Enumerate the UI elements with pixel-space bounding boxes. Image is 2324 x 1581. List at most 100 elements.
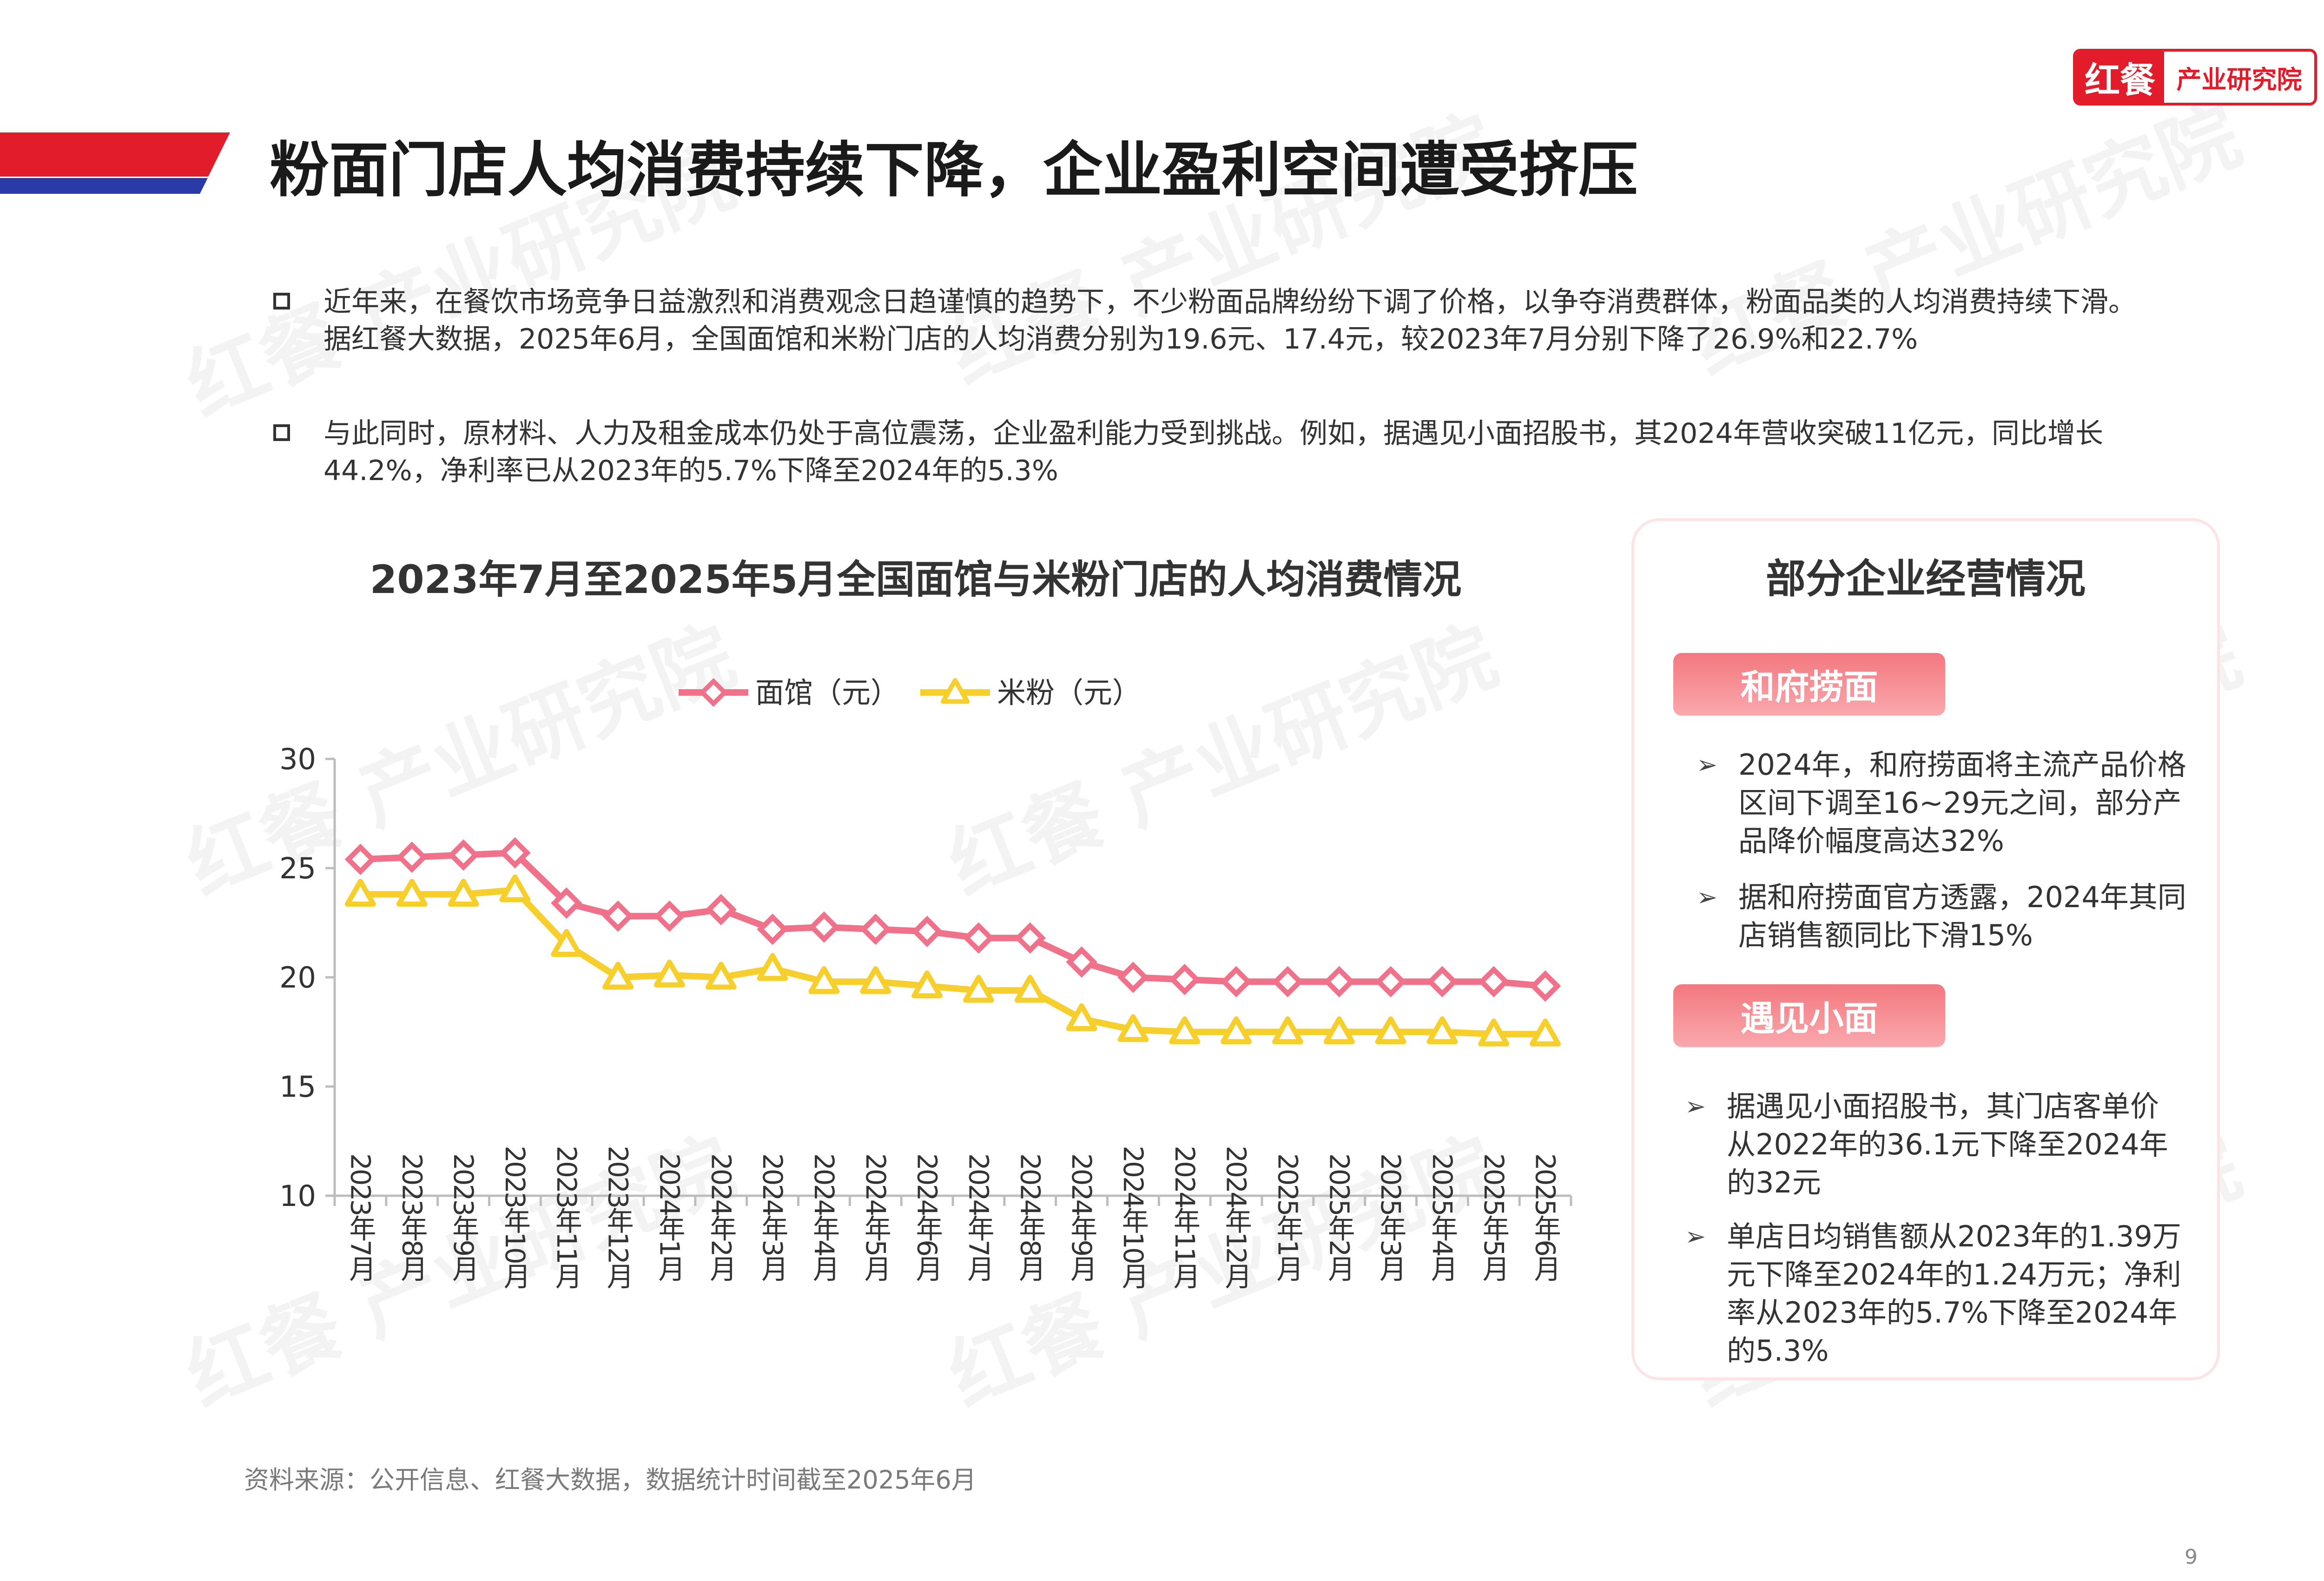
data-point-rice-noodle (654, 959, 685, 988)
data-point-rice-noodle (499, 874, 531, 902)
y-tick-label: 20 (279, 961, 316, 995)
data-point-noodle (654, 900, 686, 932)
x-tick-label: 2025年5月 (1478, 1153, 1510, 1282)
data-point-rice-noodle (344, 878, 376, 907)
y-tick-label: 25 (279, 851, 316, 885)
chart-title: 2023年7月至2025年5月全国面馆与米粉门店的人均消费情况 (370, 557, 1462, 602)
data-point-noodle (602, 900, 634, 932)
x-tick-label: 2024年2月 (705, 1153, 737, 1282)
legend-triangle-icon (941, 678, 970, 704)
data-point-rice-noodle (551, 929, 582, 957)
x-tick-label: 2024年6月 (911, 1153, 943, 1282)
data-point-noodle (396, 841, 428, 873)
company-tag-yujian: 遇见小面 (1673, 984, 1945, 1047)
data-point-noodle (1272, 966, 1304, 998)
logo-text: 产业研究院 (2176, 65, 2302, 94)
data-point-rice-noodle (860, 966, 891, 994)
logo-mark: 红餐 (2076, 52, 2164, 103)
data-point-noodle (550, 887, 582, 919)
data-point-rice-noodle (1478, 1018, 1510, 1047)
data-point-noodle (344, 843, 376, 875)
data-point-rice-noodle (602, 962, 634, 990)
bullet-1: 近年来，在餐饮市场竞争日益激烈和消费观念日趋谨慎的趋势下，不少粉面品牌纷纷下调了… (273, 283, 2156, 358)
x-tick-label: 2024年3月 (757, 1153, 788, 1282)
legend-label: 米粉（元） (997, 676, 1141, 710)
y-tick-label: 30 (279, 742, 316, 776)
page-number: 9 (2185, 1545, 2198, 1569)
panel-point-text: 单店日均销售额从2023年的1.39万元下降至2024年的1.24万元；净利率从… (1727, 1219, 2181, 1368)
data-point-noodle (499, 837, 531, 869)
x-tick-label: 2024年7月 (963, 1153, 994, 1282)
bullet-text: 与此同时，原材料、人力及租金成本仍处于高位震荡，企业盈利能力受到挑战。例如，据遇… (324, 417, 2104, 487)
data-point-noodle (911, 916, 943, 948)
data-point-noodle (1220, 966, 1252, 998)
x-tick-label: 2023年11月 (551, 1146, 582, 1289)
square-bullet-icon (273, 293, 290, 310)
arrow-bullet-icon: ➢ (1685, 1092, 1706, 1121)
series-line-rice-noodle (357, 887, 1549, 1038)
data-point-noodle (1426, 966, 1458, 998)
panel-point-text: 据和府捞面官方透露，2024年其同店销售额同比下滑15% (1738, 880, 2186, 952)
panel-point-text: 据遇见小面招股书，其门店客单价从2022年的36.1元下降至2024年的32元 (1727, 1089, 2168, 1199)
x-tick-label: 2024年10月 (1117, 1146, 1149, 1289)
data-point-noodle (1478, 966, 1510, 998)
data-point-noodle (1066, 946, 1097, 978)
data-point-rice-noodle (808, 966, 840, 994)
x-tick-label: 2025年1月 (1272, 1153, 1303, 1282)
data-point-noodle (705, 894, 737, 926)
data-point-rice-noodle (1014, 975, 1046, 1003)
x-tick-label: 2023年10月 (499, 1146, 531, 1289)
x-tick-label: 2024年4月 (808, 1153, 840, 1282)
data-point-rice-noodle (1426, 1016, 1458, 1044)
source-note: 资料来源：公开信息、红餐大数据，数据统计时间截至2025年6月 (244, 1465, 977, 1495)
y-tick-label: 10 (279, 1179, 316, 1213)
data-point-rice-noodle (911, 970, 943, 999)
x-tick-label: 2025年2月 (1323, 1153, 1355, 1282)
x-tick-label: 2024年9月 (1066, 1153, 1097, 1282)
panel-point: ➢ 单店日均销售额从2023年的1.39万元下降至2024年的1.24万元；净利… (1685, 1218, 2187, 1370)
data-point-noodle (448, 839, 479, 871)
line-chart: 10 15 20 25 30 2023年7月 2023年8月 2023年9月 2023年10月 2… (279, 676, 1572, 1289)
panel-title: 部分企业经营情况 (1766, 556, 2086, 602)
x-tick-label: 2025年6月 (1530, 1153, 1561, 1282)
data-point-noodle (1117, 962, 1149, 993)
data-point-noodle (757, 913, 788, 945)
square-bullet-icon (273, 424, 290, 441)
data-point-rice-noodle (1066, 1003, 1097, 1031)
arrow-bullet-icon: ➢ (1697, 750, 1718, 779)
data-point-noodle (1529, 970, 1561, 1002)
bullet-text: 近年来，在餐饮市场竞争日益激烈和消费观念日趋谨慎的趋势下，不少粉面品牌纷纷下调了… (324, 286, 2136, 356)
x-tick-label: 2023年7月 (344, 1153, 376, 1282)
data-point-rice-noodle (448, 878, 479, 907)
brand-logo: 红餐 产业研究院 (2073, 49, 2317, 105)
legend-label: 面馆（元） (755, 676, 899, 710)
x-tick-label: 2024年5月 (860, 1153, 891, 1282)
data-point-rice-noodle (396, 878, 428, 907)
data-point-noodle (1323, 966, 1355, 998)
x-tick-label: 2024年11月 (1169, 1146, 1201, 1289)
data-point-rice-noodle (1323, 1016, 1355, 1044)
data-point-noodle (859, 913, 891, 945)
panel-point: ➢ 据遇见小面招股书，其门店客单价从2022年的36.1元下降至2024年的32… (1685, 1087, 2187, 1202)
data-point-noodle (1169, 963, 1201, 995)
arrow-bullet-icon: ➢ (1697, 883, 1718, 912)
data-point-rice-noodle (757, 953, 788, 981)
data-point-rice-noodle (705, 962, 737, 990)
panel-point: ➢ 据和府捞面官方透露，2024年其同店销售额同比下滑15% (1697, 878, 2199, 955)
x-tick-label: 2025年3月 (1375, 1153, 1406, 1282)
data-point-noodle (963, 922, 995, 954)
x-tick-label: 2025年4月 (1426, 1153, 1458, 1282)
data-point-rice-noodle (1169, 1016, 1201, 1044)
y-tick-label: 15 (279, 1070, 316, 1104)
data-point-rice-noodle (1272, 1016, 1303, 1044)
header-stripe (0, 132, 230, 194)
x-tick-label: 2024年1月 (654, 1153, 685, 1282)
arrow-bullet-icon: ➢ (1685, 1222, 1706, 1251)
legend-diamond-icon (699, 678, 728, 707)
data-point-noodle (808, 911, 840, 943)
bullet-2: 与此同时，原材料、人力及租金成本仍处于高位震荡，企业盈利能力受到挑战。例如，据遇… (273, 415, 2156, 489)
company-tag-hefu: 和府捞面 (1673, 653, 1945, 716)
data-point-noodle (1014, 922, 1046, 954)
x-tick-label: 2024年8月 (1014, 1153, 1046, 1282)
data-point-rice-noodle (1530, 1018, 1561, 1047)
